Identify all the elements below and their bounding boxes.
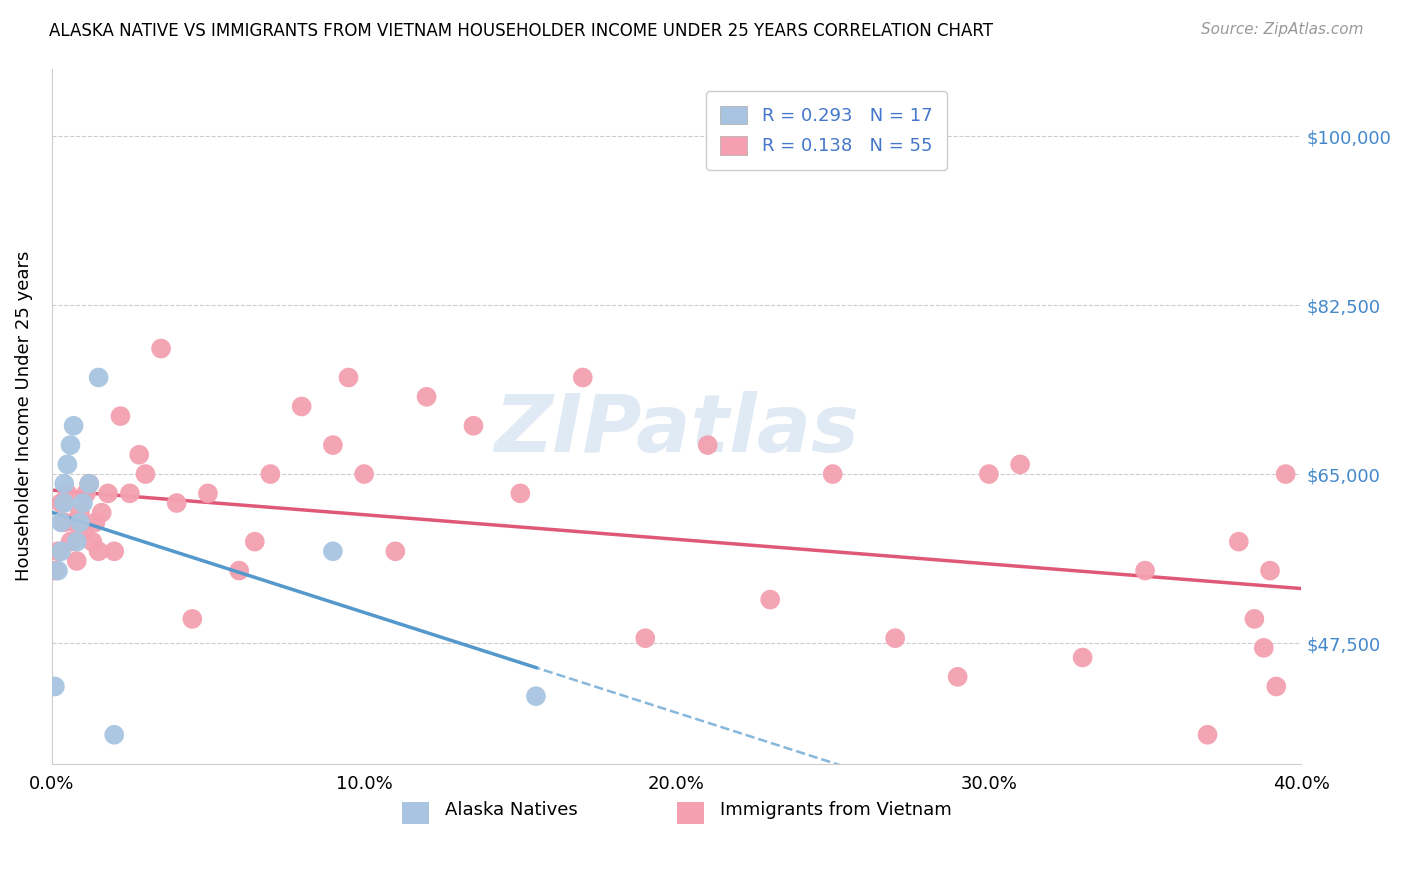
Point — [56, 458, 79, 472]
Point — [53, 496, 76, 510]
Point — [87, 370, 110, 384]
Point — [77, 476, 100, 491]
Point — [181, 612, 204, 626]
Text: ZIPatlas: ZIPatlas — [494, 391, 859, 469]
Point — [384, 544, 406, 558]
Point — [75, 486, 97, 500]
Point — [337, 370, 360, 384]
Point — [49, 516, 72, 530]
Point — [977, 467, 1000, 481]
Point — [463, 418, 485, 433]
Point — [72, 496, 94, 510]
Point — [1258, 564, 1281, 578]
Y-axis label: Householder Income Under 25 years: Householder Income Under 25 years — [15, 251, 32, 582]
Point — [1243, 612, 1265, 626]
Point — [46, 564, 69, 578]
Point — [72, 524, 94, 539]
Point — [821, 467, 844, 481]
Point — [1071, 650, 1094, 665]
Point — [197, 486, 219, 500]
Point — [62, 516, 84, 530]
Point — [509, 486, 531, 500]
Point — [291, 400, 314, 414]
Point — [77, 476, 100, 491]
Point — [69, 516, 91, 530]
Point — [59, 438, 82, 452]
Point — [103, 728, 125, 742]
Point — [634, 631, 657, 645]
Point — [82, 534, 104, 549]
Point — [84, 516, 107, 530]
Point — [110, 409, 132, 424]
Text: ALASKA NATIVE VS IMMIGRANTS FROM VIETNAM HOUSEHOLDER INCOME UNDER 25 YEARS CORRE: ALASKA NATIVE VS IMMIGRANTS FROM VIETNAM… — [49, 22, 993, 40]
Point — [1227, 534, 1250, 549]
Point — [87, 544, 110, 558]
Point — [353, 467, 375, 481]
Point — [228, 564, 250, 578]
Point — [884, 631, 907, 645]
Point — [1133, 564, 1156, 578]
Point — [44, 680, 66, 694]
Point — [259, 467, 281, 481]
Point — [322, 544, 344, 558]
Point — [524, 689, 547, 703]
Point — [53, 516, 76, 530]
Point — [150, 342, 173, 356]
Point — [1265, 680, 1288, 694]
Text: Alaska Natives: Alaska Natives — [446, 801, 578, 820]
Point — [946, 670, 969, 684]
Point — [415, 390, 437, 404]
Point — [1274, 467, 1296, 481]
Point — [322, 438, 344, 452]
Point — [128, 448, 150, 462]
Point — [243, 534, 266, 549]
Point — [1010, 458, 1032, 472]
Point — [69, 506, 91, 520]
Point — [166, 496, 188, 510]
Point — [56, 486, 79, 500]
Bar — [402, 802, 429, 824]
Point — [134, 467, 156, 481]
Point — [97, 486, 120, 500]
Bar — [676, 802, 704, 824]
Point — [1253, 640, 1275, 655]
Point — [59, 534, 82, 549]
Point — [66, 534, 89, 549]
Point — [696, 438, 718, 452]
Point — [46, 544, 69, 558]
Legend: R = 0.293   N = 17, R = 0.138   N = 55: R = 0.293 N = 17, R = 0.138 N = 55 — [706, 92, 948, 169]
Point — [118, 486, 141, 500]
Point — [759, 592, 782, 607]
Text: Source: ZipAtlas.com: Source: ZipAtlas.com — [1201, 22, 1364, 37]
Text: Immigrants from Vietnam: Immigrants from Vietnam — [720, 801, 952, 820]
Point — [90, 506, 112, 520]
Point — [1197, 728, 1219, 742]
Point — [53, 476, 76, 491]
Point — [62, 418, 84, 433]
Point — [49, 544, 72, 558]
Point — [44, 564, 66, 578]
Point — [103, 544, 125, 558]
Point — [572, 370, 595, 384]
Point — [49, 496, 72, 510]
Point — [66, 554, 89, 568]
